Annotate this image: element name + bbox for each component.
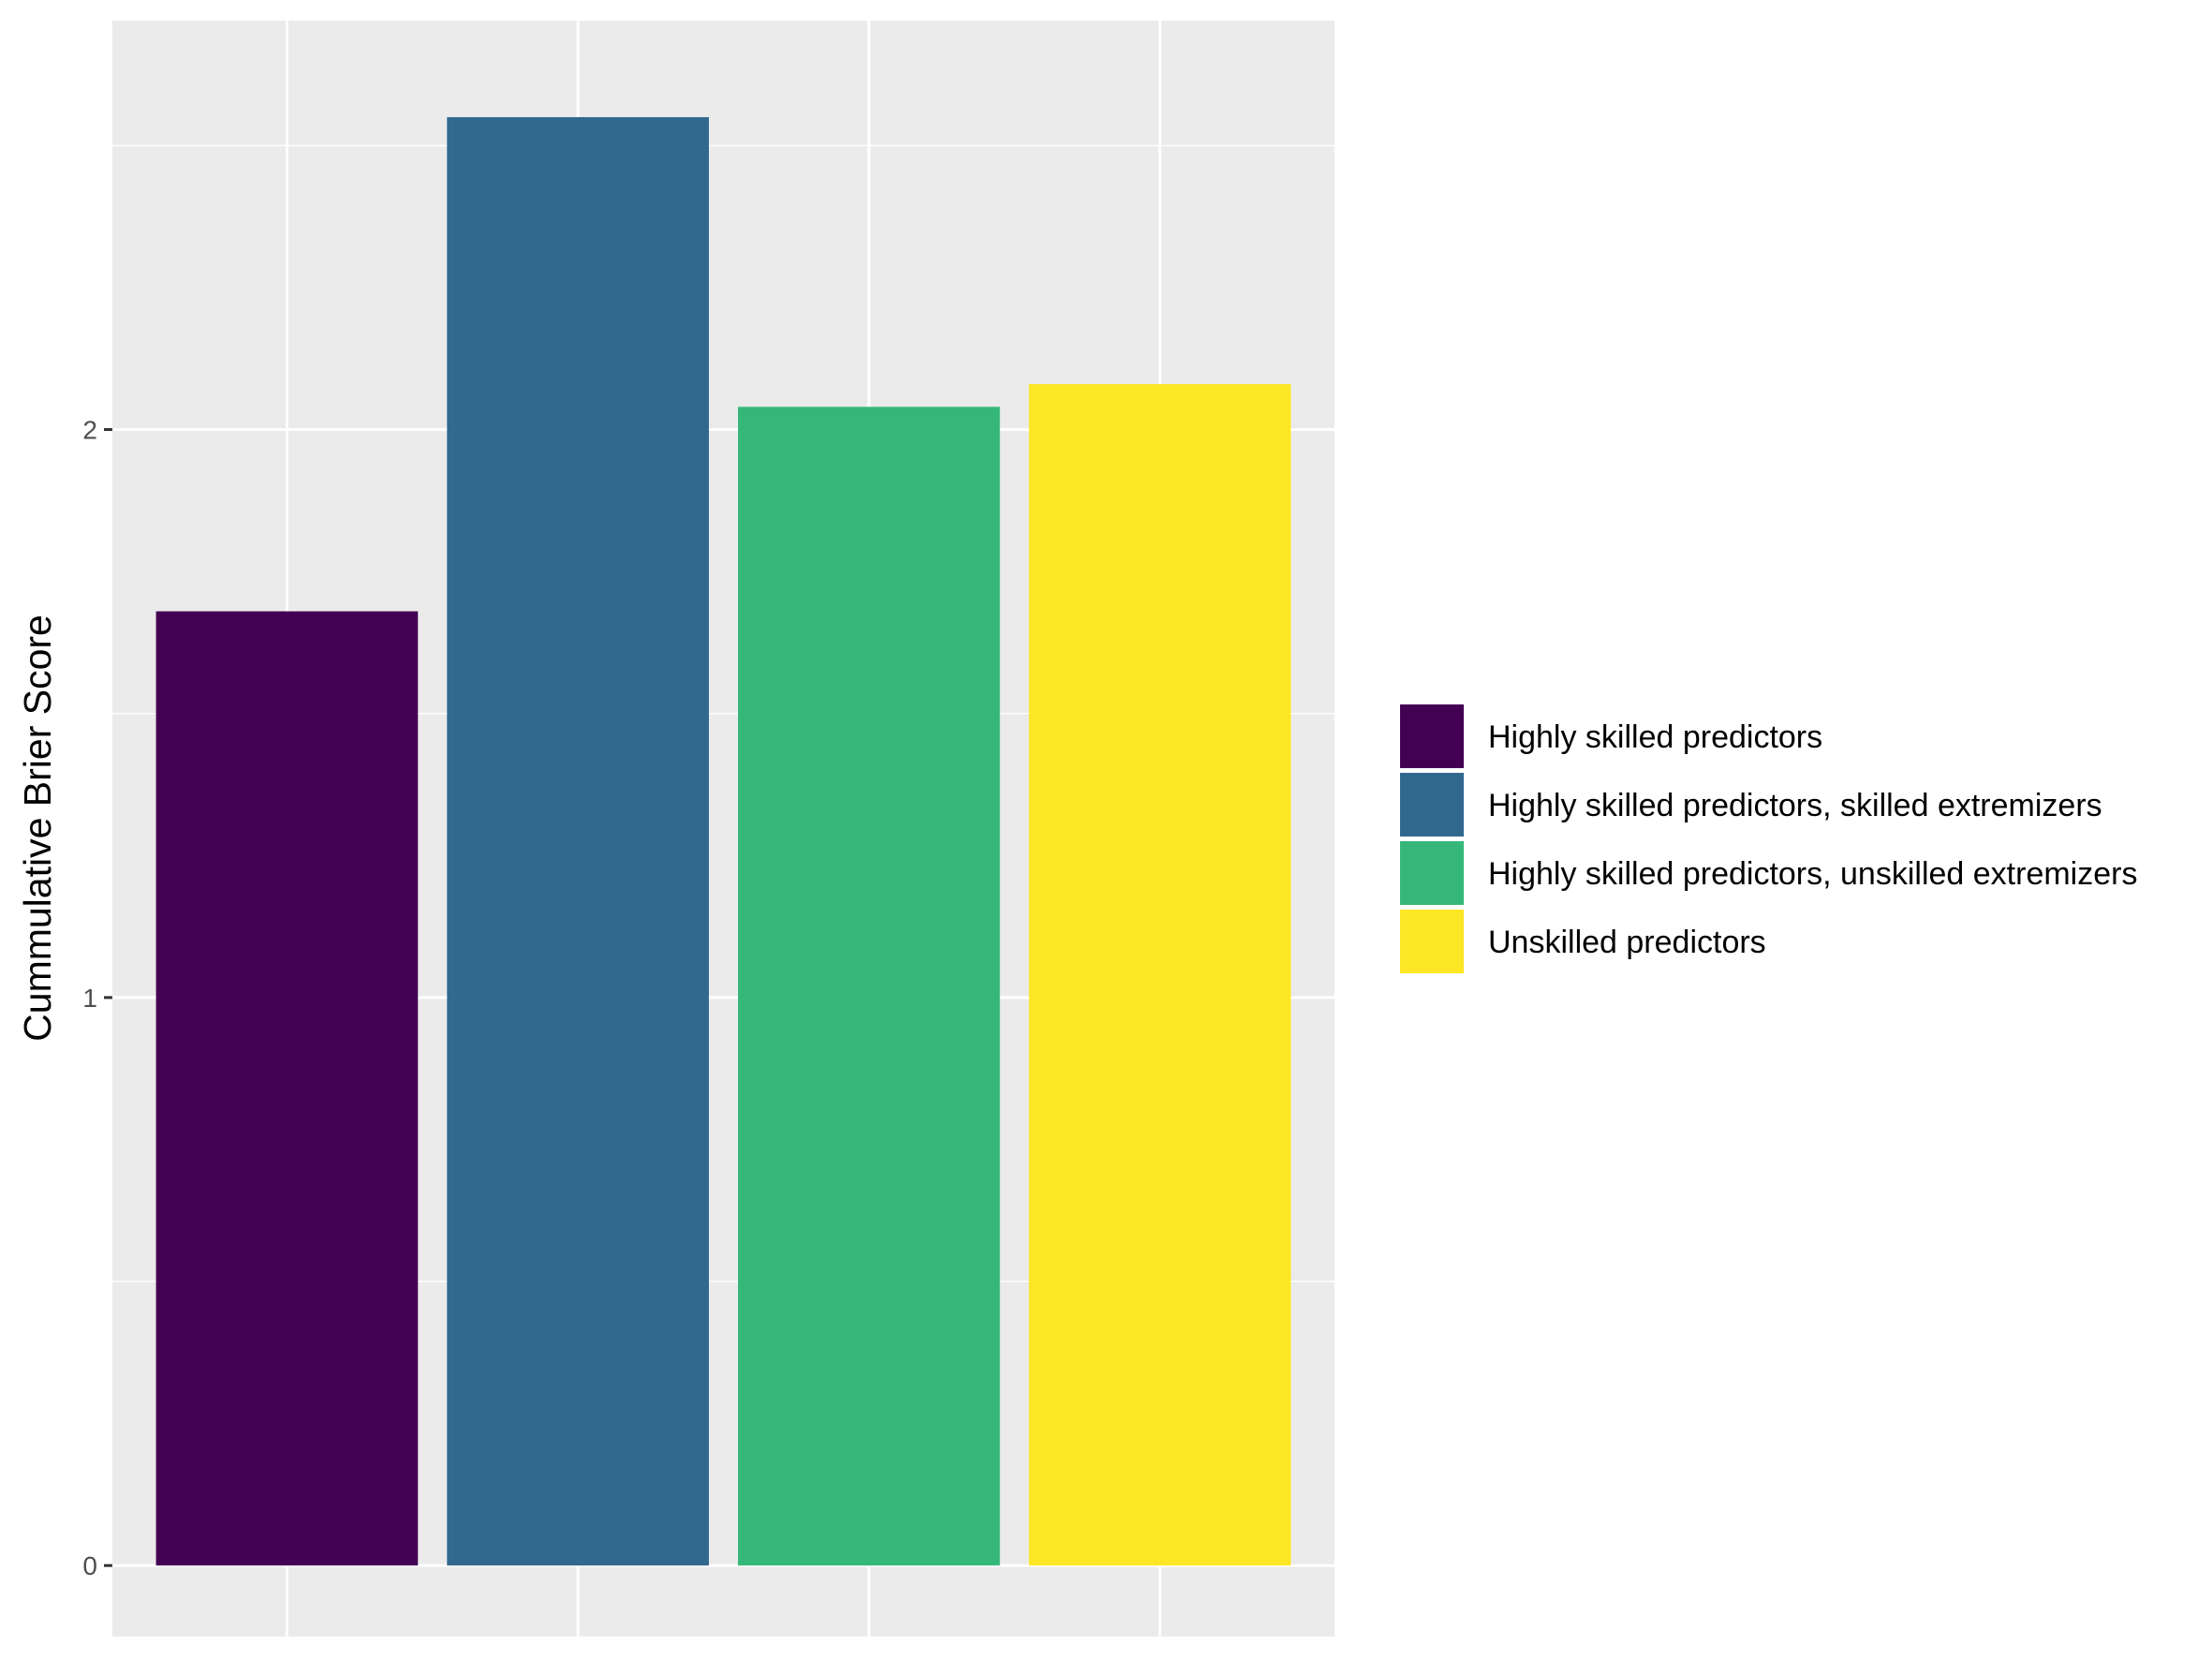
legend-key (1398, 839, 1466, 907)
y-axis: 0 1 2 (82, 416, 112, 1580)
legend-key (1398, 908, 1466, 975)
bar (738, 407, 1000, 1566)
legend-key (1398, 771, 1466, 838)
bar (447, 117, 709, 1566)
y-tick-label: 0 (82, 1551, 97, 1580)
y-tick-label: 1 (82, 984, 97, 1013)
legend-label: Highly skilled predictors, skilled extre… (1488, 788, 2102, 823)
legend-label: Highly skilled predictors, unskilled ext… (1488, 856, 2137, 892)
y-tick-label: 2 (82, 416, 97, 445)
bar (1028, 384, 1291, 1566)
legend-label: Unskilled predictors (1488, 925, 1766, 960)
legend-label: Highly skilled predictors (1488, 719, 1822, 755)
legend: Highly skilled predictors Highly skilled … (1398, 703, 2137, 975)
y-axis-title: Cummulative Brier Score (16, 615, 59, 1042)
bar (155, 611, 419, 1566)
legend-key (1398, 703, 1466, 770)
bars (155, 117, 1291, 1566)
